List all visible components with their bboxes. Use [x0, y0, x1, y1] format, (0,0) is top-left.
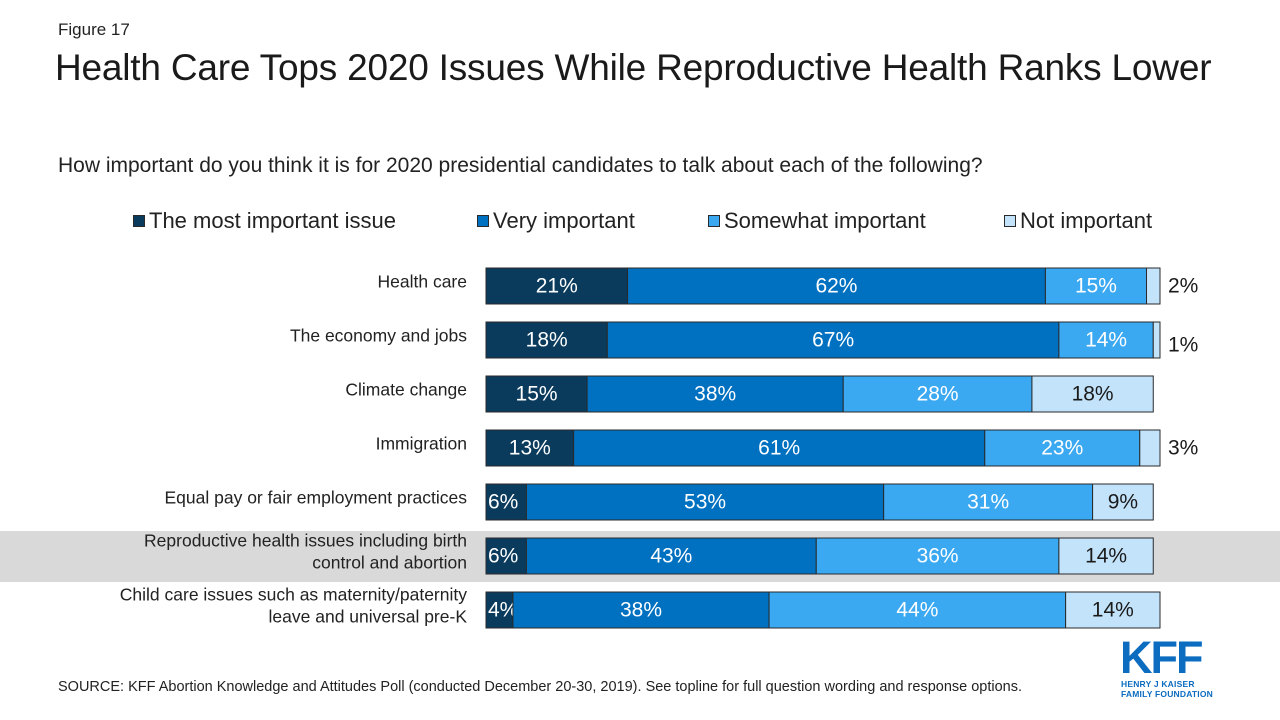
data-label-not-important-reproductive-health: 14%	[1085, 545, 1127, 568]
data-label-not-important-climate-change: 18%	[1072, 383, 1114, 406]
bar-segment-somewhat-important-climate-change	[842, 375, 1033, 413]
chart-title: Health Care Tops 2020 Issues While Repro…	[55, 47, 1212, 88]
logo-wordmark: KFF	[1120, 632, 1203, 683]
bar-segment-somewhat-important-equal-pay	[883, 483, 1094, 521]
bar-segment-very-important-reproductive-health	[525, 537, 817, 575]
bar-segment-somewhat-important-immigration	[984, 429, 1141, 467]
bar-segment-very-important-equal-pay	[525, 483, 885, 521]
bar-segment-not-important-immigration	[1139, 429, 1161, 467]
bar-segment-not-important-health-care	[1146, 267, 1161, 305]
legend-swatch-most-important	[133, 215, 145, 227]
data-label-very-important-immigration: 61%	[758, 437, 800, 460]
data-label-somewhat-important-reproductive-health: 36%	[917, 545, 959, 568]
bar-segment-very-important-health-care	[627, 267, 1046, 305]
logo-line-1: HENRY J KAISER	[1121, 679, 1195, 689]
category-label: Reproductive health issues including bir…	[144, 531, 467, 551]
data-label-the-most-important-issue-health-care: 21%	[536, 275, 578, 298]
bar-segment-somewhat-important-health-care	[1044, 267, 1148, 305]
logo-line-2: FAMILY FOUNDATION	[1121, 689, 1214, 699]
bar-segment-the-most-important-issue-equal-pay	[485, 483, 527, 521]
data-label-the-most-important-issue-the-economy: 18%	[526, 329, 568, 352]
legend-item-most-important: The most important issue	[133, 207, 396, 235]
data-label-not-important-child-care: 14%	[1092, 599, 1134, 622]
data-label-very-important-climate-change: 38%	[694, 383, 736, 406]
bar-segment-not-important-child-care	[1065, 591, 1161, 629]
source-note: SOURCE: KFF Abortion Knowledge and Attit…	[58, 679, 1023, 695]
data-label-somewhat-important-health-care: 15%	[1075, 275, 1117, 298]
data-label-somewhat-important-child-care: 44%	[896, 599, 938, 622]
legend-item-somewhat-important: Somewhat important	[708, 207, 926, 235]
data-label-not-important-health-care: 2%	[1168, 275, 1198, 298]
legend-label-somewhat-important: Somewhat important	[724, 208, 926, 233]
bar-segment-the-most-important-issue-child-care	[485, 591, 514, 629]
figure-label: Figure 17	[58, 20, 130, 39]
data-label-the-most-important-issue-climate-change: 15%	[516, 383, 558, 406]
bar-segment-somewhat-important-the-economy	[1058, 321, 1154, 359]
category-label: Climate change	[345, 380, 467, 400]
bar-segment-the-most-important-issue-climate-change	[485, 375, 588, 413]
data-label-the-most-important-issue-immigration: 13%	[509, 437, 551, 460]
category-label: Immigration	[376, 434, 467, 454]
data-label-very-important-child-care: 38%	[620, 599, 662, 622]
data-label-the-most-important-issue-equal-pay: 6%	[488, 491, 518, 514]
data-label-very-important-health-care: 62%	[815, 275, 857, 298]
data-label-somewhat-important-climate-change: 28%	[917, 383, 959, 406]
bar-segment-the-most-important-issue-immigration	[485, 429, 575, 467]
category-label: Child care issues such as maternity/pate…	[120, 585, 467, 605]
bar-segment-the-most-important-issue-the-economy	[485, 321, 608, 359]
chart-subtitle: How important do you think it is for 202…	[58, 154, 983, 177]
data-label-very-important-reproductive-health: 43%	[650, 545, 692, 568]
bar-segment-not-important-reproductive-health	[1058, 537, 1154, 575]
data-label-somewhat-important-equal-pay: 31%	[967, 491, 1009, 514]
bar-segment-not-important-equal-pay	[1092, 483, 1154, 521]
category-label: The economy and jobs	[290, 326, 467, 346]
data-label-somewhat-important-immigration: 23%	[1041, 437, 1083, 460]
legend-swatch-very-important	[477, 215, 489, 227]
kff-logo: KFF HENRY J KAISER FAMILY FOUNDATION	[1120, 632, 1240, 700]
data-label-the-most-important-issue-child-care: 4%	[488, 599, 518, 622]
data-label-somewhat-important-the-economy: 14%	[1085, 329, 1127, 352]
data-label-not-important-immigration: 3%	[1168, 437, 1198, 460]
category-label: control and abortion	[312, 553, 467, 573]
bar-segment-very-important-climate-change	[586, 375, 844, 413]
data-label-very-important-equal-pay: 53%	[684, 491, 726, 514]
category-label: Health care	[378, 272, 468, 292]
bar-segment-not-important-climate-change	[1031, 375, 1154, 413]
bar-segment-the-most-important-issue-reproductive-health	[485, 537, 527, 575]
category-label: leave and universal pre-K	[269, 607, 468, 627]
data-label-the-most-important-issue-reproductive-health: 6%	[488, 545, 518, 568]
category-label: Equal pay or fair employment practices	[165, 488, 468, 508]
bar-segment-very-important-the-economy	[606, 321, 1060, 359]
data-label-very-important-the-economy: 67%	[812, 329, 854, 352]
data-label-not-important-equal-pay: 9%	[1108, 491, 1138, 514]
data-label-not-important-the-economy: 1%	[1168, 334, 1198, 357]
legend-label-not-important: Not important	[1020, 208, 1153, 233]
bar-segment-the-most-important-issue-health-care	[485, 267, 629, 305]
bar-segment-somewhat-important-child-care	[768, 591, 1067, 629]
chart-legend: The most important issue Very important …	[0, 207, 1280, 235]
legend-label-very-important: Very important	[493, 208, 635, 233]
legend-item-very-important: Very important	[477, 207, 635, 235]
legend-label-most-important: The most important issue	[149, 208, 396, 233]
legend-item-not-important: Not important	[1004, 207, 1152, 235]
legend-swatch-somewhat-important	[708, 215, 720, 227]
bar-segment-not-important-the-economy	[1152, 321, 1161, 359]
legend-swatch-not-important	[1004, 215, 1016, 227]
bar-segment-very-important-immigration	[573, 429, 986, 467]
